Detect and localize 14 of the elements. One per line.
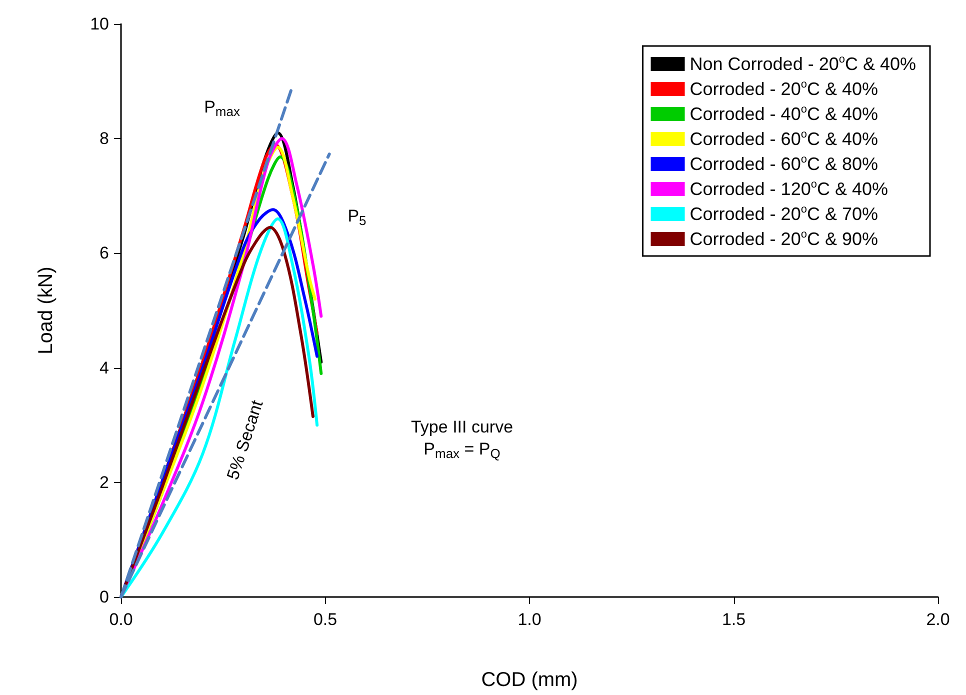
x-tick-label: 0.5	[313, 610, 338, 629]
y-tick-label: 10	[90, 14, 109, 34]
y-tick-label: 2	[100, 472, 109, 492]
x-axis-title: COD (mm)	[481, 669, 578, 691]
y-axis-title: Load (kN)	[35, 266, 57, 354]
y-tick-label: 8	[100, 129, 109, 148]
x-tick-label: 1.0	[518, 610, 542, 629]
x-tick-label: 1.5	[722, 610, 746, 629]
y-tick-label: 0	[100, 588, 109, 606]
x-tick-label: 0.0	[109, 610, 133, 629]
y-tick-label: 4	[100, 358, 109, 378]
annotation: 5% Secant	[223, 398, 267, 482]
y-tick-label: 6	[100, 244, 109, 263]
x-tick-label: 2.0	[926, 610, 950, 629]
